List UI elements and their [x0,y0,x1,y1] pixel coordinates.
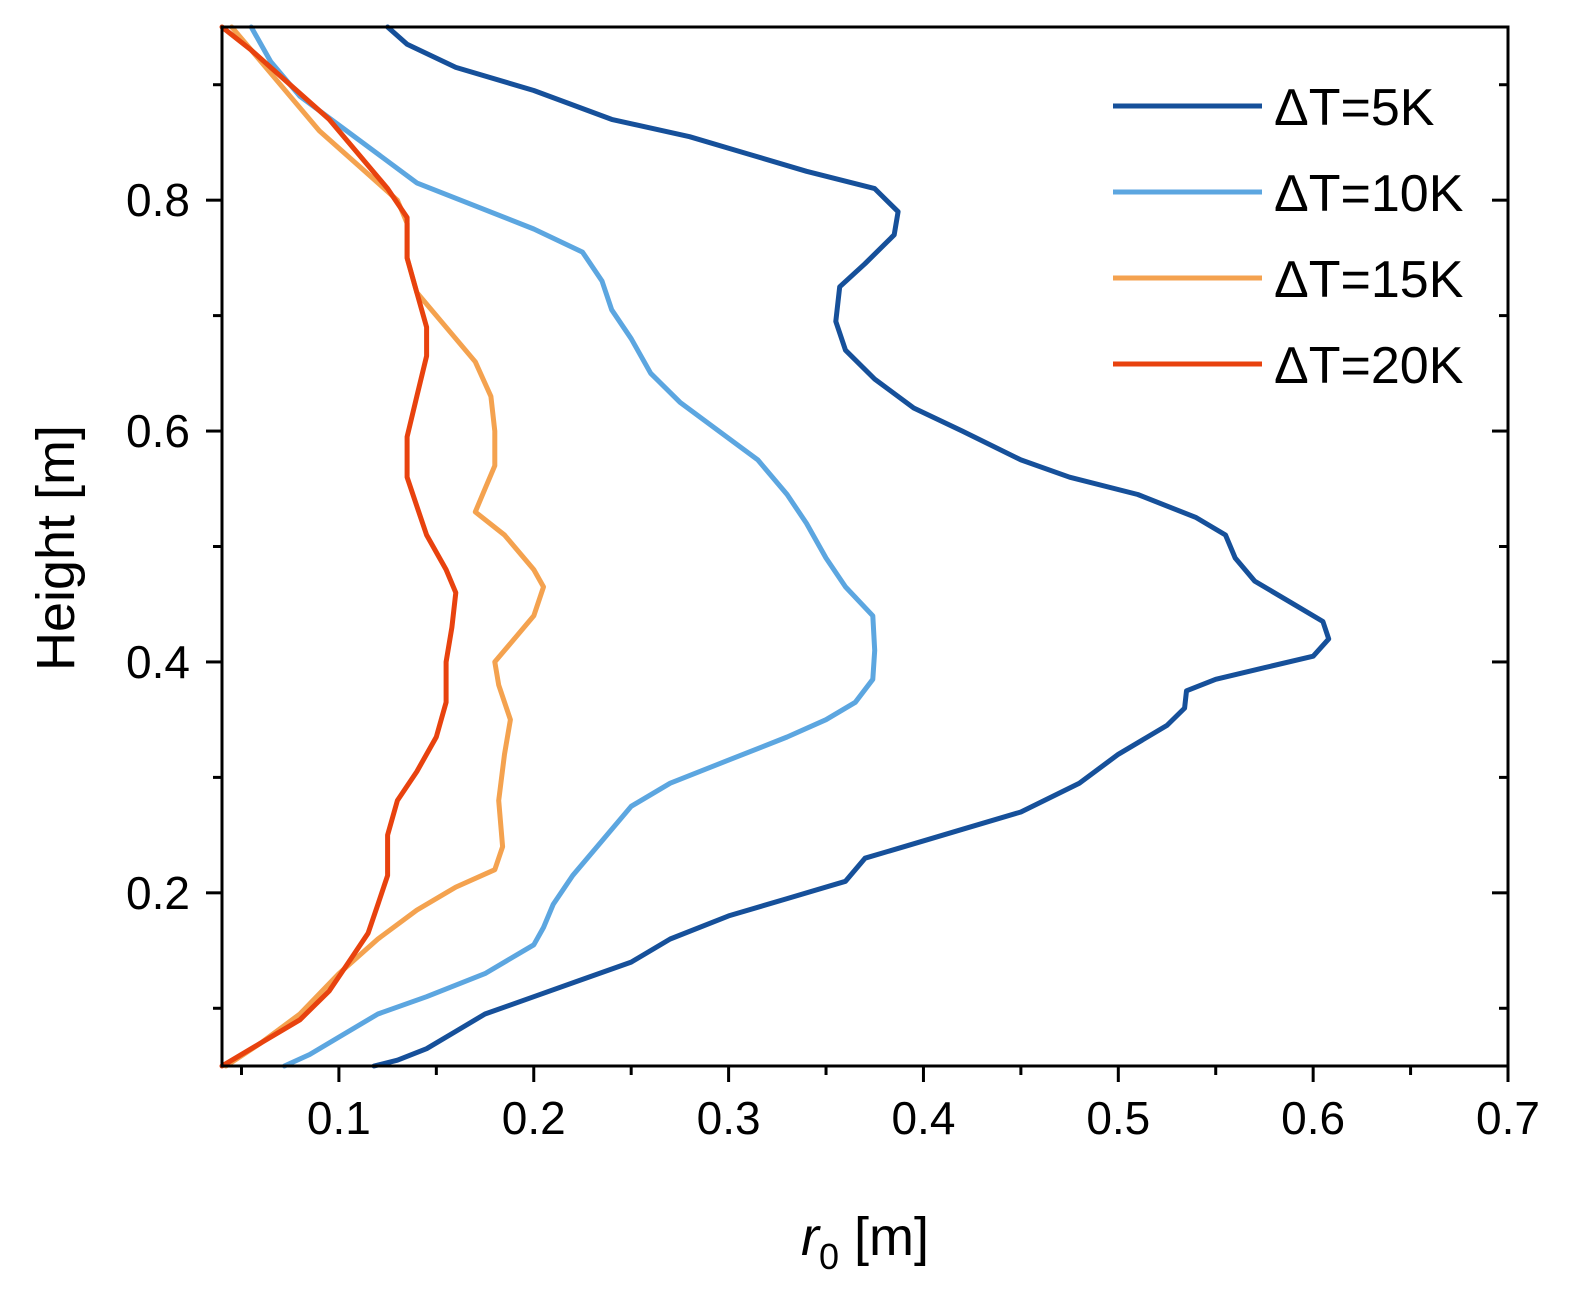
x-axis-title: r0 [m] [801,1207,929,1277]
legend-label: ΔT=10K [1274,165,1464,223]
y-tick-label: 0.2 [126,867,190,919]
series-line-2 [248,24,878,1069]
x-tick-label: 0.2 [502,1092,566,1144]
x-tick-label: 0.4 [891,1092,955,1144]
y-tick-label: 0.8 [126,174,190,226]
y-tick-label: 0.4 [126,636,190,688]
axis-ticks [206,83,1510,1082]
x-tick-label: 0.3 [697,1092,761,1144]
legend-label: ΔT=15K [1274,251,1464,309]
x-axis-symbol: r [801,1207,821,1267]
x-tick-label: 0.5 [1086,1092,1150,1144]
axis-tick-labels: 0.1 0.2 0.3 0.4 0.5 0.6 0.7 0.2 0.4 0.6 0.8 [126,174,1540,1144]
y-axis-title: Height [m] [26,425,86,671]
x-axis-unit: [m] [839,1207,929,1267]
x-axis-subscript: 0 [819,1236,839,1277]
x-tick-label: 0.6 [1281,1092,1345,1144]
legend-label: ΔT=20K [1274,337,1464,395]
y-tick-label: 0.6 [126,405,190,457]
series-line-4 [219,24,459,1069]
legend-label: ΔT=5K [1274,79,1435,137]
series-line-1 [371,24,1332,1069]
legend: ΔT=5K ΔT=10K ΔT=15K ΔT=20K [1113,79,1464,395]
series-lines [219,24,1332,1069]
x-tick-label: 0.1 [307,1092,371,1144]
x-tick-label: 0.7 [1476,1092,1540,1144]
